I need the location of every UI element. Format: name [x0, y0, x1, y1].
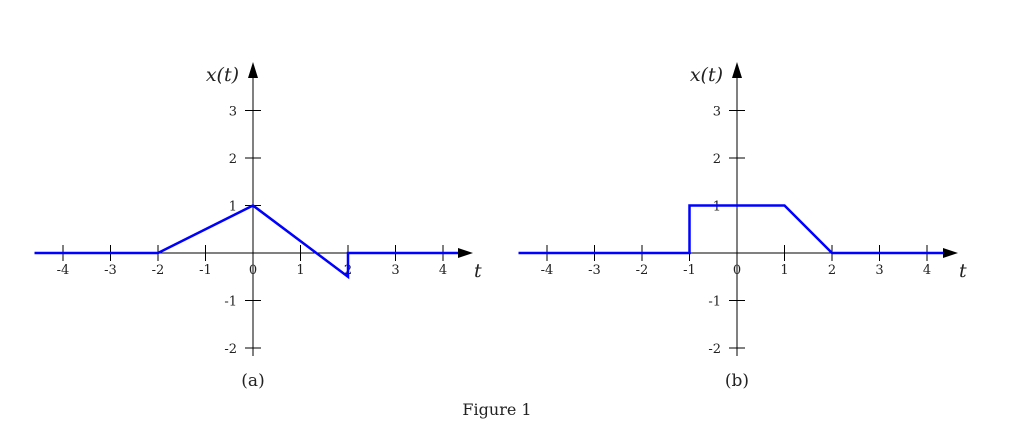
y-tick-label: 3: [229, 105, 237, 120]
y-tick-label: 2: [229, 152, 237, 167]
x-tick-label: 3: [875, 263, 883, 278]
y-tick-label: 2: [713, 152, 721, 167]
x-tick-label: 2: [828, 263, 836, 278]
y-axis-arrow-icon: [732, 62, 742, 78]
x-tick-label: 4: [439, 263, 447, 278]
y-axis-label: x(t): [690, 64, 723, 86]
x-tick-label: -2: [636, 263, 649, 278]
signal-line: [34, 204, 458, 280]
y-tick-label: 3: [713, 105, 721, 120]
x-tick-label: 1: [296, 263, 304, 278]
y-tick-label: -1: [224, 295, 237, 310]
y-tick-label: -1: [708, 295, 721, 310]
x-axis-label: t: [959, 260, 967, 282]
panel-label: (b): [725, 371, 749, 391]
chart-panel-b: -4 -3 -2 -1 0 1 2 3 4 -2 -1 1 2 3 x(t) t (b): [518, 62, 967, 391]
y-tick-label: 1: [713, 200, 721, 215]
x-tick-label: -3: [104, 263, 117, 278]
x-axis-arrow-icon: [943, 248, 958, 258]
x-tick-label: -4: [57, 263, 70, 278]
x-tick-label: -1: [683, 263, 696, 278]
x-tick-label: 0: [733, 263, 741, 278]
y-tick-label: -2: [224, 342, 237, 357]
y-tick-label: 1: [229, 200, 237, 215]
x-tick-label: -2: [152, 263, 165, 278]
figure-caption: Figure 1: [462, 400, 531, 419]
x-tick-label: 0: [249, 263, 257, 278]
x-tick-label: -3: [588, 263, 601, 278]
x-tick-label: 4: [923, 263, 931, 278]
x-axis-label: t: [474, 260, 482, 282]
y-axis-arrow-icon: [248, 62, 258, 78]
x-tick-label: -1: [199, 263, 212, 278]
x-axis-arrow-icon: [458, 248, 473, 258]
signal-line: [518, 204, 943, 255]
x-tick-label: 3: [391, 263, 399, 278]
y-tick-label: -2: [708, 342, 721, 357]
x-tick-label: -4: [541, 263, 554, 278]
x-tick-label: 1: [780, 263, 788, 278]
y-axis-label: x(t): [206, 64, 239, 86]
panel-label: (a): [241, 371, 264, 391]
